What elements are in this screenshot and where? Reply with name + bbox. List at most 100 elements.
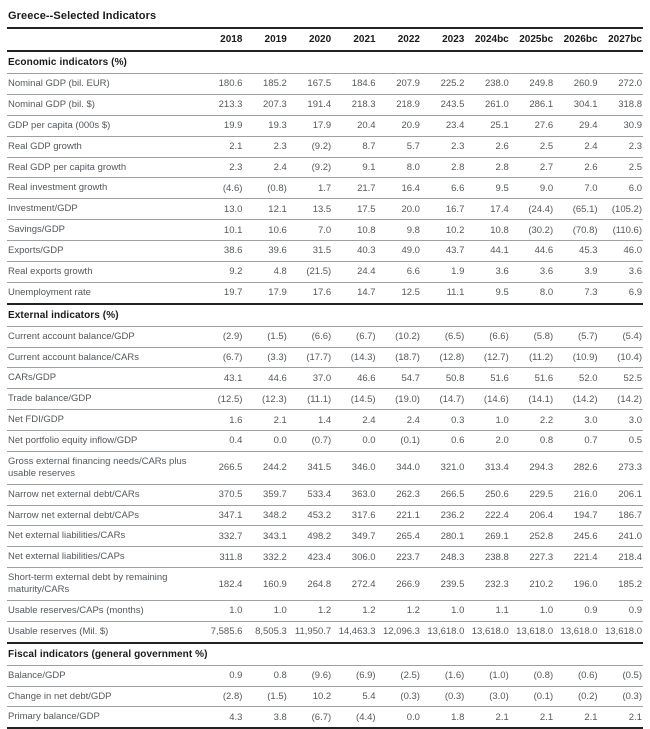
indicator-label: CARs/GDP <box>8 372 57 384</box>
indicator-label: Exports/GDP <box>8 245 64 256</box>
indicator-value: 52.5 <box>623 372 643 384</box>
indicator-value: 363.0 <box>351 489 376 501</box>
indicator-value: 7.0 <box>317 224 332 236</box>
indicator-value: 1.4 <box>317 414 332 426</box>
indicator-value: 14,463.3 <box>338 626 376 638</box>
indicator-value: 266.5 <box>440 489 465 501</box>
year-header-cell: 2019 <box>264 34 287 45</box>
indicator-value: 206.4 <box>529 509 554 521</box>
indicator-row: Usable reserves/CAPs (months) 1.0 1.0 1.2 1.… <box>7 600 643 622</box>
indicator-value: 25.1 <box>490 120 509 132</box>
indicator-value: (12.8) <box>439 351 465 363</box>
indicator-row: Real GDP growth 2.1 2.3 (9.2) 8.7 5.7 2.3 2.6 2.… <box>7 136 643 157</box>
indicator-row: Trade balance/GDP (12.5) (12.3) (11.1) (14.5… <box>7 389 643 410</box>
indicator-label: Real GDP growth <box>8 140 82 152</box>
section-header-row: Economic indicators (%) <box>7 51 643 74</box>
indicator-value: (0.3) <box>622 690 642 702</box>
indicator-value: 332.7 <box>218 530 243 542</box>
indicator-value: (5.7) <box>577 331 598 343</box>
indicator-value: 43.7 <box>445 245 465 257</box>
indicator-value: 0.8 <box>539 435 554 447</box>
indicator-value: 10.2 <box>312 690 332 702</box>
indicator-value: 238.8 <box>484 551 509 563</box>
indicator-value: 49.0 <box>401 245 420 257</box>
indicator-value: 8.0 <box>539 287 554 299</box>
indicator-value: (0.2) <box>577 690 598 702</box>
indicator-value: (14.3) <box>350 351 376 363</box>
indicator-value: 2.1 <box>273 414 287 426</box>
indicator-value: 10.6 <box>268 224 287 236</box>
indicator-value: 0.0 <box>273 435 287 447</box>
indicator-value: (0.5) <box>622 670 642 682</box>
indicator-value: (14.2) <box>617 393 642 405</box>
indicator-value: 238.0 <box>484 78 509 90</box>
indicator-value: 2.1 <box>628 711 642 723</box>
indicator-value: 222.4 <box>484 509 509 521</box>
indicator-row: Net external liabilities/CAPs 311.8 332.2 4… <box>7 547 643 568</box>
indicator-value: (0.8) <box>267 182 287 194</box>
year-header-cell: 2027bc <box>608 34 642 45</box>
year-header-cell: 2023 <box>442 34 465 45</box>
indicator-row: Short-term external debt by remaining ma… <box>7 568 643 601</box>
indicator-value: 2.3 <box>229 161 243 173</box>
indicator-value: 13,618.0 <box>605 626 642 638</box>
indicator-value: (0.6) <box>577 670 598 682</box>
indicator-value: 0.9 <box>628 605 642 617</box>
indicator-value: 8.7 <box>362 141 376 153</box>
indicator-value: (65.1) <box>572 203 598 215</box>
indicator-label: Real GDP per capita growth <box>8 161 127 173</box>
indicator-value: 262.3 <box>396 489 420 501</box>
indicator-value: (10.4) <box>617 351 642 363</box>
indicator-value: 252.8 <box>529 530 554 542</box>
indicator-value: 9.5 <box>495 182 509 194</box>
indicator-value: 3.6 <box>628 266 642 278</box>
indicator-value: 213.3 <box>218 99 243 111</box>
indicator-value: 8,505.3 <box>255 626 287 638</box>
indicator-value: 8.0 <box>406 161 420 173</box>
indicator-value: 39.6 <box>268 245 287 257</box>
indicator-value: 2.3 <box>273 141 287 153</box>
indicator-value: (2.5) <box>400 670 420 682</box>
year-header: 2018 2019 2020 2021 2022 2023 2024bc 2025bc 2026… <box>7 28 643 51</box>
indicator-value: 46.0 <box>623 245 643 257</box>
indicator-label: Short-term external debt by remaining ma… <box>8 572 168 595</box>
indicator-value: (9.6) <box>311 670 332 682</box>
year-header-cell: 2024bc <box>474 34 509 45</box>
indicator-label: Current account balance/CARs <box>8 351 139 363</box>
indicator-value: 221.1 <box>396 509 420 521</box>
indicator-value: (0.8) <box>533 670 554 682</box>
indicator-value: 223.7 <box>396 551 420 563</box>
indicator-value: 218.3 <box>351 99 376 111</box>
indicator-value: 185.2 <box>618 578 642 590</box>
indicator-value: 207.3 <box>263 99 287 111</box>
indicator-value: 13.0 <box>223 203 243 215</box>
indicator-value: 498.2 <box>307 530 332 542</box>
indicator-row: Gross external financing needs/CARs plus… <box>7 451 643 485</box>
indicator-row: Nominal GDP (bil. $) 213.3 207.3 191.4 218.3… <box>7 94 643 116</box>
indicator-value: 280.1 <box>440 530 465 542</box>
indicator-value: 348.2 <box>263 509 287 521</box>
indicator-value: 160.9 <box>263 578 287 590</box>
indicator-value: 1.8 <box>451 711 465 723</box>
indicator-value: 306.0 <box>351 551 376 563</box>
indicator-row: Current account balance/CARs (6.7) (3.3) (1… <box>7 347 643 368</box>
indicator-row: Net external liabilities/CARs 332.7 343.1 4… <box>7 526 643 547</box>
year-header-cell: 2021 <box>353 34 376 45</box>
indicator-value: 1.2 <box>362 605 376 617</box>
indicator-value: 3.6 <box>539 266 554 278</box>
indicator-value: 2.1 <box>229 141 243 153</box>
indicator-value: 2.6 <box>495 141 509 153</box>
indicator-value: 2.8 <box>495 161 509 173</box>
indicator-value: 273.3 <box>618 462 642 474</box>
indicator-label: Usable reserves/CAPs (months) <box>8 604 144 616</box>
indicator-value: (6.7) <box>311 711 332 723</box>
indicator-value: 45.3 <box>579 245 598 257</box>
indicator-value: 6.6 <box>406 266 420 278</box>
indicator-value: 2.4 <box>584 141 598 153</box>
indicator-value: 19.3 <box>268 120 287 132</box>
indicator-value: 370.5 <box>218 489 243 501</box>
indicator-value: 265.4 <box>396 530 420 542</box>
indicator-value: 343.1 <box>263 530 287 542</box>
indicator-row: Exports/GDP 38.6 39.6 31.5 40.3 49.0 43.7 44.1 4… <box>7 241 643 262</box>
indicator-value: (1.6) <box>444 670 465 682</box>
